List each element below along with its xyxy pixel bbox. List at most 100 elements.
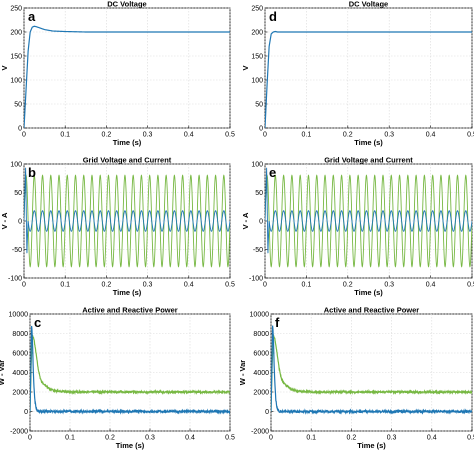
y-tick-label: 10000 [9, 311, 29, 318]
x-tick-label: 0.1 [60, 282, 70, 289]
y-axis-label: W - Var [0, 360, 6, 386]
series-line-1 [271, 325, 472, 415]
x-tick-label: 0.3 [384, 282, 394, 289]
chart-title: Grid Voltage and Current [324, 156, 413, 165]
x-tick-label: 0.5 [225, 282, 235, 289]
x-tick-label: 0.5 [225, 435, 235, 442]
panel-letter: a [28, 9, 36, 24]
series-line-0 [24, 25, 230, 128]
x-tick-label: 0.4 [426, 282, 436, 289]
x-tick-label: 0.1 [65, 435, 75, 442]
chart-panel-b: 0 0.1 0.2 0.3 0.4 0.5 -100 -50 0 50 100 Grid Voltag… [0, 156, 235, 298]
x-tick-label: 0.3 [143, 282, 153, 289]
y-tick-label: 50 [255, 190, 263, 197]
series-line-0 [271, 334, 472, 412]
y-tick-label: 8000 [12, 331, 28, 338]
x-tick-label: 0.2 [102, 132, 112, 139]
x-tick-label: 0 [263, 132, 267, 139]
x-tick-label: 0.1 [60, 132, 70, 139]
x-tick-label: 0.3 [143, 132, 153, 139]
chart-panel-d: 0 0.1 0.2 0.3 0.4 0.5 0 50 100 150 200 250 DC Voltag… [241, 0, 474, 147]
x-tick-label: 0 [28, 435, 32, 442]
x-tick-label: 0.1 [302, 282, 312, 289]
y-tick-label: 100 [251, 77, 263, 84]
y-tick-label: -2000 [251, 428, 269, 435]
y-tick-label: 100 [251, 161, 263, 168]
y-tick-label: 150 [251, 53, 263, 60]
y-tick-label: 0 [259, 125, 263, 132]
chart-panel-a: 0 0.1 0.2 0.3 0.4 0.5 0 50 100 150 200 250 DC Voltag… [0, 0, 235, 147]
x-tick-label: 0.1 [306, 435, 316, 442]
y-tick-label: 50 [14, 190, 22, 197]
y-tick-label: 150 [10, 53, 22, 60]
y-tick-label: 100 [10, 77, 22, 84]
x-tick-label: 0.1 [302, 132, 312, 139]
y-tick-label: -100 [249, 275, 263, 282]
x-tick-label: 0 [22, 132, 26, 139]
y-axis-label: V [241, 65, 250, 70]
y-tick-label: 50 [255, 101, 263, 108]
x-tick-label: 0.4 [185, 435, 195, 442]
x-tick-label: 0.3 [384, 132, 394, 139]
series-line-0 [265, 30, 472, 128]
y-tick-label: 100 [10, 161, 22, 168]
panel-letter: d [269, 9, 277, 24]
y-tick-label: 4000 [253, 370, 269, 377]
y-tick-label: -50 [12, 247, 22, 254]
y-tick-label: 0 [18, 218, 22, 225]
chart-panel-c: 0 0.1 0.2 0.3 0.4 0.5-20000200040006000800010… [0, 306, 235, 451]
x-axis-label: Time (s) [116, 441, 145, 450]
x-tick-label: 0.2 [105, 435, 115, 442]
x-axis-label: Time (s) [113, 138, 142, 147]
y-tick-label: -2000 [10, 428, 28, 435]
x-tick-label: 0.2 [347, 435, 357, 442]
chart-title: Active and Reactive Power [82, 306, 178, 315]
chart-title: Active and Reactive Power [324, 306, 420, 315]
y-tick-label: 6000 [12, 350, 28, 357]
chart-title: DC Voltage [107, 0, 146, 9]
y-tick-label: 0 [259, 218, 263, 225]
y-axis-label: V - A [241, 212, 250, 229]
plot-area [264, 7, 473, 129]
x-tick-label: 0.5 [467, 132, 474, 139]
panel-letter: e [269, 165, 276, 180]
y-tick-label: 0 [265, 409, 269, 416]
chart-title: DC Voltage [349, 0, 388, 9]
panel-letter: b [28, 165, 36, 180]
x-tick-label: 0.3 [387, 435, 397, 442]
x-tick-label: 0.5 [225, 132, 235, 139]
y-tick-label: -50 [253, 247, 263, 254]
x-axis-label: Time (s) [354, 138, 383, 147]
series-line-1 [24, 167, 230, 254]
plot-area [23, 7, 231, 129]
y-axis-label: V - A [0, 212, 9, 229]
chart-panel-e: 0 0.1 0.2 0.3 0.4 0.5 -100 -50 0 50 100 Grid Voltag… [241, 156, 474, 298]
x-tick-label: 0.4 [426, 132, 436, 139]
y-tick-label: 200 [251, 29, 263, 36]
x-axis-label: Time (s) [357, 441, 386, 450]
x-tick-label: 0.4 [184, 282, 194, 289]
x-tick-label: 0.2 [102, 282, 112, 289]
x-tick-label: 0.3 [145, 435, 155, 442]
x-tick-label: 0.4 [427, 435, 437, 442]
x-tick-label: 0.5 [467, 282, 474, 289]
chart-title: Grid Voltage and Current [83, 156, 172, 165]
y-axis-label: V [0, 65, 9, 70]
y-tick-label: 6000 [253, 350, 269, 357]
y-tick-label: -100 [8, 275, 22, 282]
y-tick-label: 200 [10, 29, 22, 36]
x-tick-label: 0.2 [343, 132, 353, 139]
y-axis-label: W - Var [238, 360, 247, 386]
x-tick-label: 0.2 [343, 282, 353, 289]
y-tick-label: 4000 [12, 370, 28, 377]
series-line-0 [30, 334, 230, 412]
y-tick-label: 2000 [12, 389, 28, 396]
y-tick-label: 250 [251, 5, 263, 12]
panel-letter: f [275, 315, 280, 330]
x-axis-label: Time (s) [354, 288, 383, 297]
y-tick-label: 8000 [253, 331, 269, 338]
y-tick-label: 0 [24, 409, 28, 416]
series-line-1 [30, 325, 230, 415]
x-axis-label: Time (s) [113, 288, 142, 297]
